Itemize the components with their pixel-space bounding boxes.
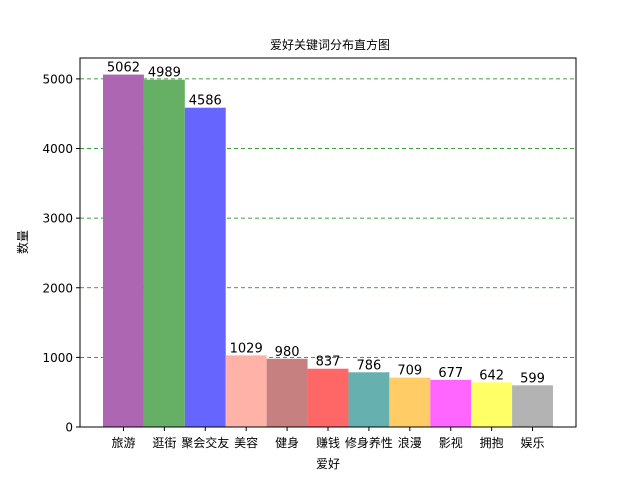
data-label: 5062: [107, 61, 140, 76]
data-label: 837: [316, 355, 341, 370]
x-tick-label: 美容: [234, 435, 258, 450]
bar: [225, 355, 267, 427]
x-tick-label: 逛街: [152, 436, 176, 450]
chart-title: 爱好关键词分布直方图: [270, 37, 390, 52]
data-label: 599: [520, 371, 545, 386]
bar: [430, 379, 472, 427]
x-tick-label: 旅游: [111, 436, 135, 450]
y-axis-label: 数量: [15, 230, 30, 254]
x-axis: 旅游 逛街 聚会交友 美容 健身 赚钱 修身养性 浪漫 影视 拥抱 娱乐: [111, 427, 545, 450]
x-tick-label: 赚钱: [316, 435, 340, 450]
bars: [103, 74, 553, 427]
y-tick-label: 4000: [42, 142, 73, 156]
data-label: 4586: [189, 94, 222, 109]
data-label: 677: [438, 366, 463, 381]
bar: [389, 377, 431, 427]
data-label: 709: [397, 364, 422, 379]
y-tick-label: 5000: [42, 72, 73, 86]
y-tick-label: 3000: [42, 212, 73, 226]
bar: [471, 382, 513, 427]
y-tick-label: 1000: [42, 351, 73, 365]
x-tick-label: 修身养性: [345, 435, 393, 450]
data-label: 642: [479, 368, 504, 383]
x-tick-label: 影视: [439, 435, 463, 450]
y-tick-label: 2000: [42, 281, 73, 295]
data-label: 786: [356, 358, 381, 373]
value-labels: 5062 4989 4586 1029 980 837 786 709 677 642 599: [107, 61, 545, 387]
bar: [103, 74, 144, 427]
x-tick-label: 聚会交友: [181, 435, 229, 450]
y-axis: 0 1000 2000 3000 4000 5000: [42, 72, 80, 435]
x-axis-label: 爱好: [316, 457, 340, 471]
data-label: 1029: [230, 341, 263, 356]
bar: [348, 372, 390, 427]
data-label: 980: [275, 345, 300, 360]
bar: [266, 358, 308, 427]
y-tick-label: 0: [65, 421, 73, 435]
x-tick-label: 拥抱: [480, 435, 504, 450]
x-tick-label: 浪漫: [398, 435, 422, 450]
bar: [143, 79, 185, 427]
bar: [512, 385, 553, 427]
bar: [307, 368, 349, 427]
x-tick-label: 娱乐: [521, 436, 545, 450]
x-tick-label: 健身: [275, 435, 299, 450]
bar: [184, 107, 226, 427]
grid-lines: [80, 78, 576, 358]
data-label: 4989: [148, 66, 181, 81]
